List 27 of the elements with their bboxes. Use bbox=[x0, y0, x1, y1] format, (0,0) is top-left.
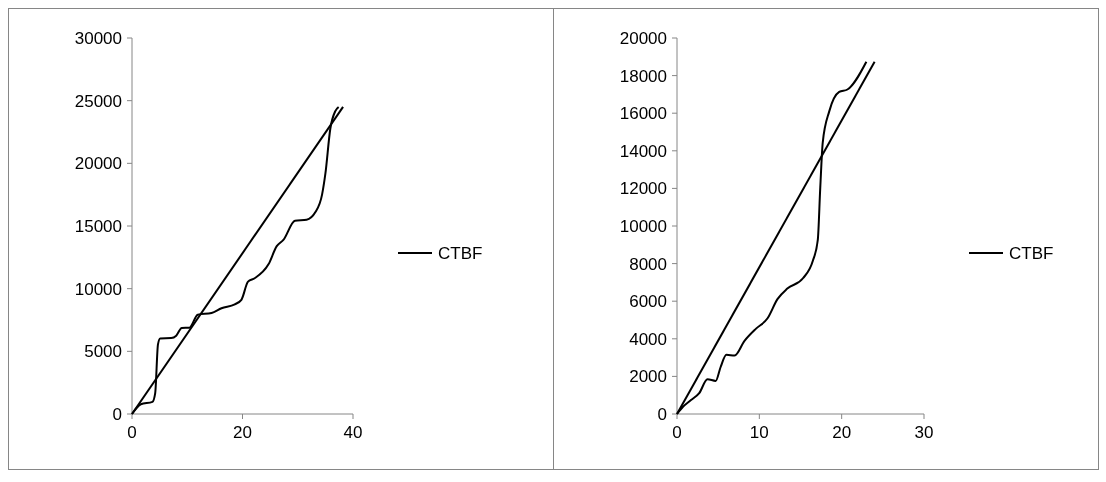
y-tick-label: 12000 bbox=[619, 179, 667, 199]
x-tick-label: 10 bbox=[749, 423, 769, 442]
y-tick-label: 25000 bbox=[74, 91, 122, 111]
y-tick-label: 10000 bbox=[74, 279, 122, 299]
y-tick-label: 18000 bbox=[619, 66, 667, 86]
y-tick-label: 4000 bbox=[629, 329, 667, 349]
y-tick-label: 20000 bbox=[74, 154, 122, 174]
y-tick-label: 5000 bbox=[84, 342, 122, 362]
y-tick-label: 16000 bbox=[619, 104, 667, 124]
x-tick-label: 0 bbox=[127, 423, 137, 442]
y-tick-label: 8000 bbox=[629, 254, 667, 274]
legend-label: CTBF bbox=[438, 243, 483, 263]
y-tick-label: 15000 bbox=[74, 216, 122, 236]
x-tick-label: 30 bbox=[914, 423, 934, 442]
y-tick-label: 6000 bbox=[629, 292, 667, 312]
y-tick-label: 14000 bbox=[619, 141, 667, 161]
x-tick-label: 0 bbox=[672, 423, 682, 442]
x-tick-label: 20 bbox=[233, 423, 252, 442]
y-tick-label: 2000 bbox=[629, 367, 667, 387]
y-tick-label: 30000 bbox=[74, 28, 122, 48]
x-tick-label: 40 bbox=[343, 423, 363, 442]
y-tick-label: 10000 bbox=[619, 216, 667, 236]
y-tick-label: 0 bbox=[657, 404, 667, 424]
x-tick-label: 20 bbox=[832, 423, 852, 442]
y-tick-label: 0 bbox=[112, 404, 122, 424]
legend-label: CTBF bbox=[1009, 243, 1054, 263]
y-tick-label: 20000 bbox=[619, 28, 667, 48]
